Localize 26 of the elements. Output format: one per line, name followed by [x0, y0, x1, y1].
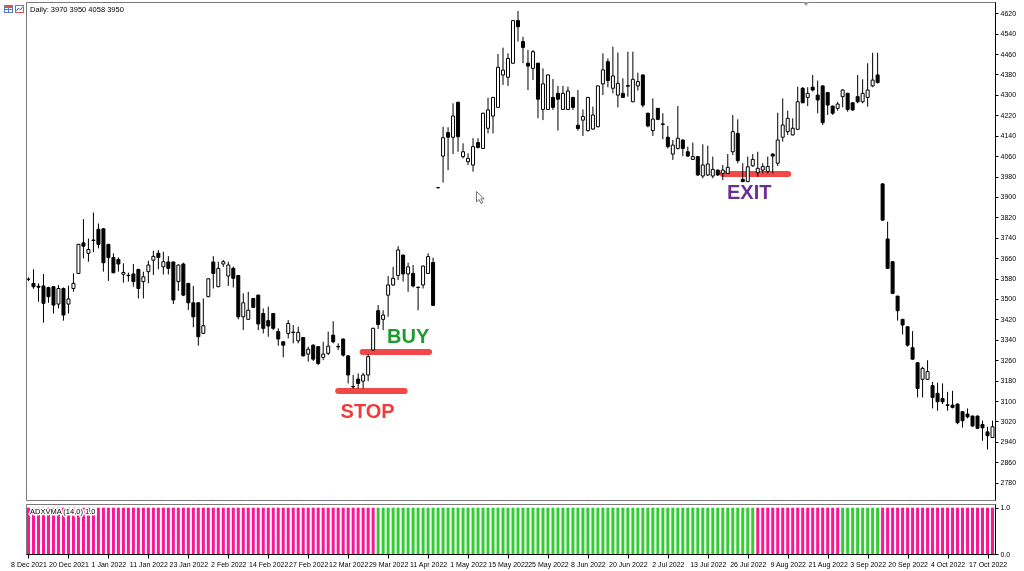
candlestick — [520, 36, 525, 64]
annotation: STOP — [340, 400, 395, 423]
candlestick — [86, 238, 91, 263]
candlestick — [146, 260, 151, 284]
candlestick — [910, 330, 915, 361]
candlestick — [575, 89, 580, 132]
candlestick — [386, 275, 391, 318]
candlestick — [211, 255, 216, 289]
candlestick — [620, 77, 625, 99]
candlestick — [905, 325, 910, 348]
candlestick — [461, 142, 466, 159]
candlestick — [331, 320, 336, 344]
candlestick — [775, 112, 780, 167]
candlestick — [121, 262, 126, 284]
candlestick — [376, 304, 381, 330]
candlestick — [895, 295, 900, 322]
candlestick — [725, 153, 730, 175]
annotation: BUY — [386, 325, 430, 348]
candlestick — [805, 86, 810, 107]
candlestick — [660, 112, 665, 140]
annotation: EXIT — [727, 180, 772, 203]
candlestick — [71, 272, 76, 293]
candlestick — [286, 319, 291, 340]
candlestick — [745, 156, 750, 183]
candlestick — [441, 126, 446, 184]
candlestick — [416, 286, 421, 311]
